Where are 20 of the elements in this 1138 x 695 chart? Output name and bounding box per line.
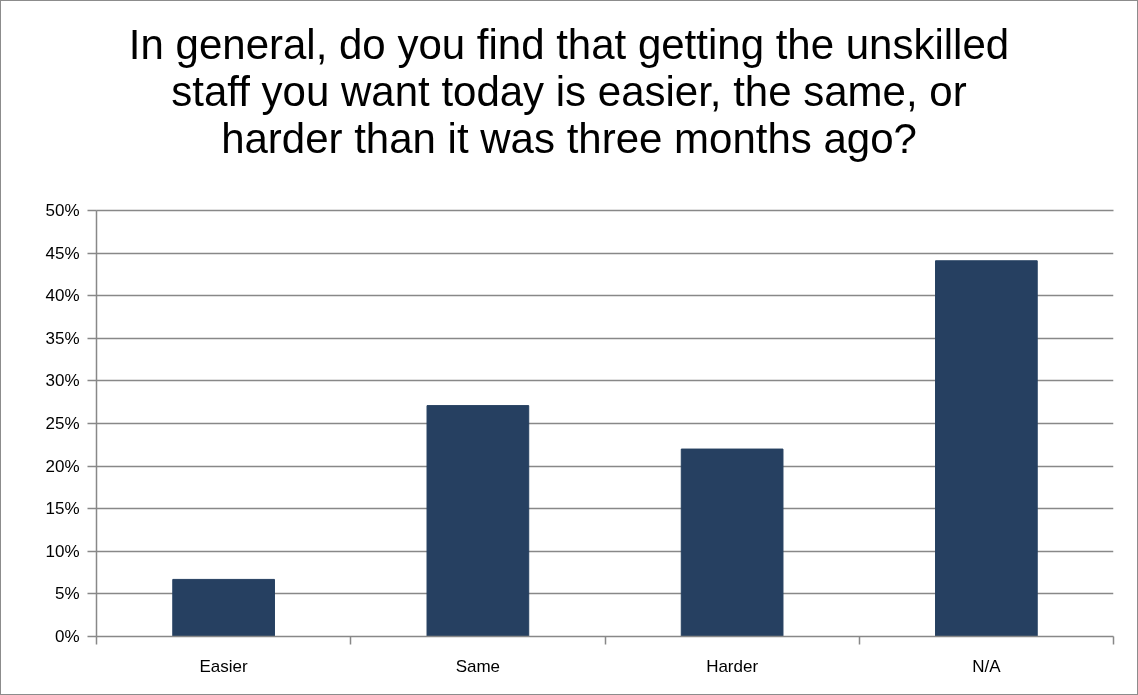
y-tick-label: 0% (54, 627, 80, 646)
bar (935, 260, 1038, 637)
y-tick-label: 35% (45, 328, 80, 348)
x-tick-label: Easier (199, 656, 249, 676)
bar (172, 578, 275, 637)
x-tick-label: N/A (972, 656, 1002, 676)
y-tick-label: 45% (45, 243, 80, 263)
y-tick-label: 10% (45, 541, 80, 561)
y-tick-label: 20% (45, 456, 80, 476)
y-tick-label: 5% (54, 584, 80, 604)
y-tick-label: 50% (45, 201, 80, 220)
y-tick-label: 30% (45, 371, 80, 391)
chart-title: In general, do you find that getting the unskilled staff you want today is easier, the same, or harder than it was three months ago? (128, 21, 1010, 162)
x-tick-label: Harder (706, 656, 759, 676)
bar (680, 448, 784, 637)
y-tick-label: 25% (45, 414, 80, 433)
bar (426, 405, 530, 637)
y-tick-label: 40% (45, 286, 80, 306)
x-tick-label: Same (455, 656, 501, 676)
y-tick-label: 15% (45, 499, 80, 519)
